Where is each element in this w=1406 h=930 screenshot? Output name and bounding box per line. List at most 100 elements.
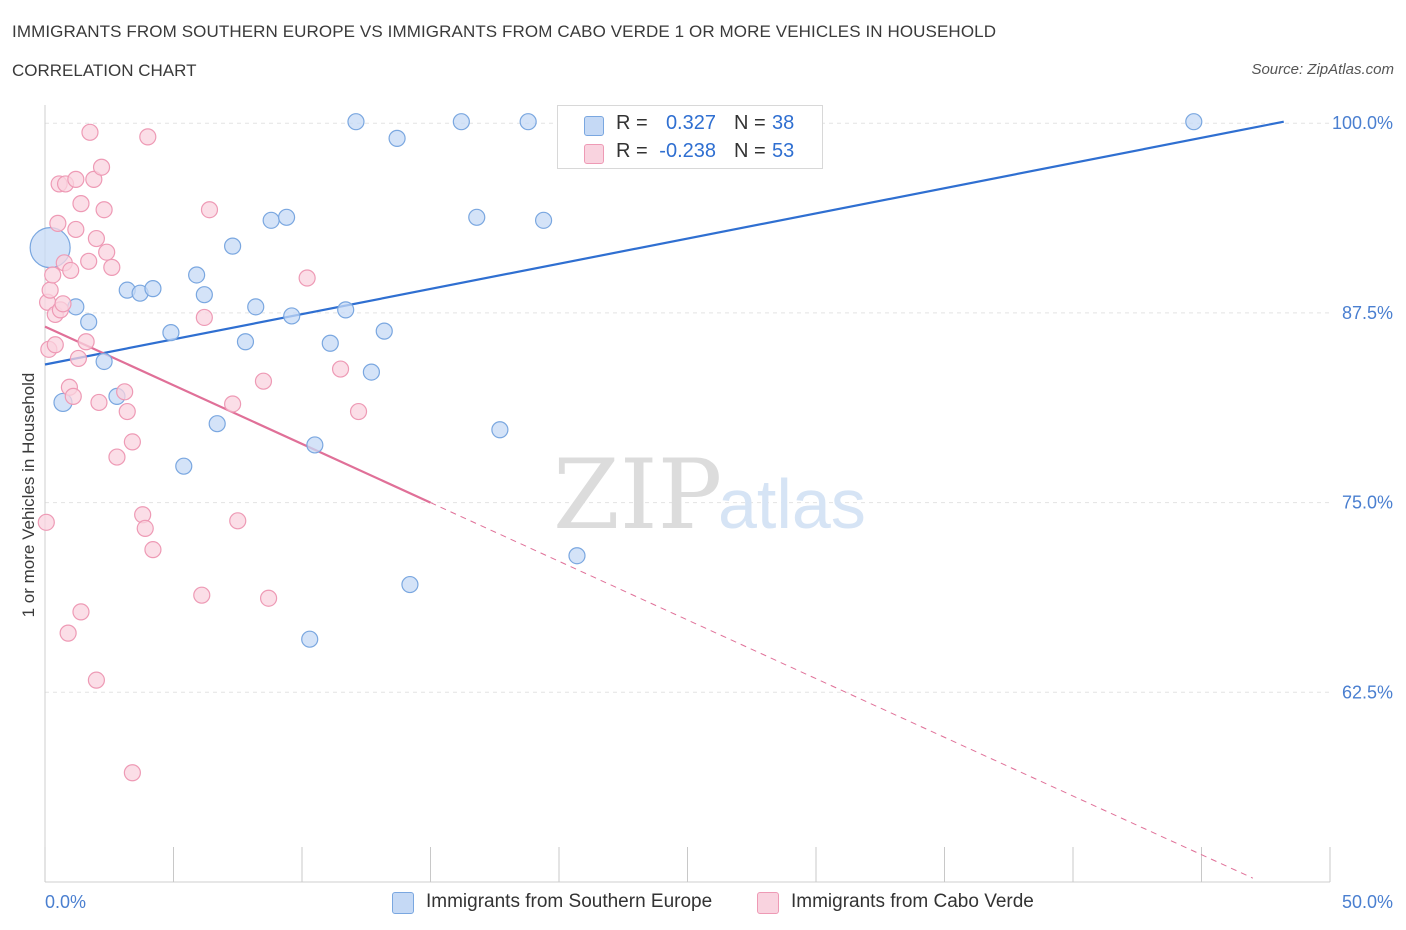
cabo-verde-point xyxy=(200,201,219,219)
cabo-verde-point xyxy=(54,295,72,313)
cabo-verde-point xyxy=(72,603,90,621)
southern-europe-point xyxy=(491,421,509,439)
bottom-legend-swatch-pink xyxy=(757,892,779,914)
y-axis-label: 1 or more Vehicles in Household xyxy=(19,373,38,618)
southern-europe-point xyxy=(568,547,586,565)
cabo-verde-point xyxy=(259,589,278,607)
bottom-legend-label: Immigrants from Southern Europe xyxy=(426,891,713,912)
southern-europe-point xyxy=(362,363,380,381)
cabo-verde-point xyxy=(77,333,95,351)
cabo-verde-point xyxy=(298,269,316,287)
cabo-verde-point xyxy=(116,383,134,401)
chart-subtitle: CORRELATION CHART xyxy=(12,61,197,80)
legend-r-label: R = xyxy=(616,112,648,134)
southern-europe-point xyxy=(301,630,319,648)
southern-europe-point xyxy=(195,286,213,304)
x-tick-label-max: 50.0% xyxy=(1342,892,1393,912)
southern-europe-point xyxy=(306,436,324,454)
cabo-verde-point xyxy=(69,349,88,368)
cabo-verde-point xyxy=(81,123,99,141)
southern-europe-point xyxy=(144,280,162,298)
southern-europe-point xyxy=(80,313,98,331)
legend-n-value: 38 xyxy=(772,112,795,134)
chart-source: Source: ZipAtlas.com xyxy=(1251,61,1394,78)
cabo-verde-point xyxy=(44,266,62,284)
cabo-verde-point xyxy=(123,433,141,451)
x-tick-label-min: 0.0% xyxy=(45,892,86,912)
cabo-verde-point xyxy=(59,624,77,642)
y-tick-label: 87.5% xyxy=(1342,303,1393,323)
southern-europe-point xyxy=(401,575,419,594)
cabo-verde-point xyxy=(64,387,82,405)
southern-europe-point xyxy=(224,237,242,255)
southern-europe-point xyxy=(277,208,296,226)
legend-n-label: N = xyxy=(734,112,766,134)
cabo-verde-point xyxy=(67,220,85,239)
cabo-verde-point xyxy=(103,258,121,276)
cabo-verde-point xyxy=(37,513,55,531)
southern-europe-point xyxy=(236,333,255,351)
chart-title: IMMIGRANTS FROM SOUTHERN EUROPE VS IMMIG… xyxy=(12,22,997,41)
cabo-verde-point xyxy=(193,586,211,604)
watermark-zip: ZIP xyxy=(553,439,722,551)
cabo-verde-point xyxy=(72,195,90,213)
label-layer: 100.0% 87.5% 75.0% 62.5% 0.0% 50.0% xyxy=(45,113,1393,912)
cabo-verde-point xyxy=(85,170,103,188)
cabo-verde-point xyxy=(118,402,136,421)
legend-row-southern-europe: R = 0.327 N = 38 xyxy=(558,110,822,138)
y-tick-label: 62.5% xyxy=(1342,682,1393,702)
southern-europe-point xyxy=(175,457,193,475)
cabo-verde-point xyxy=(95,201,113,219)
legend-n-label: N = xyxy=(734,140,766,162)
cabo-verde-point xyxy=(254,372,273,390)
legend-r-value: 0.327 xyxy=(665,112,716,134)
southern-europe-point xyxy=(162,324,180,342)
southern-europe-point xyxy=(95,352,113,371)
legend-swatch-pink xyxy=(584,144,604,164)
southern-europe-point xyxy=(208,415,226,433)
cabo-verde-point xyxy=(331,360,350,378)
bottom-legend-label: Immigrants from Cabo Verde xyxy=(791,891,1034,912)
southern-europe-point xyxy=(283,307,301,325)
cabo-verde-point xyxy=(224,395,242,413)
cabo-verde-point xyxy=(98,243,116,261)
southern-europe-point xyxy=(388,129,406,147)
y-tick-label: 75.0% xyxy=(1342,493,1393,513)
cabo-verde-point xyxy=(123,764,141,782)
southern-europe-point xyxy=(534,211,553,229)
southern-europe-point xyxy=(262,211,280,229)
southern-europe-point xyxy=(1185,113,1203,131)
cabo-verde-point xyxy=(92,158,111,176)
cabo-verde-point xyxy=(87,229,106,248)
cabo-verde-point xyxy=(144,541,162,559)
cabo-verde-point xyxy=(108,448,126,466)
cabo-verde-point xyxy=(87,671,106,689)
cabo-verde-point xyxy=(195,308,213,327)
legend-r-label: R = xyxy=(616,140,648,162)
southern-europe-point xyxy=(452,113,470,131)
southern-europe-point xyxy=(468,208,486,226)
southern-europe-trend-line xyxy=(44,120,1284,366)
southern-europe-point xyxy=(375,322,393,340)
legend-row-cabo-verde: R = -0.238 N = 53 xyxy=(558,138,822,166)
southern-europe-point xyxy=(247,298,265,316)
southern-europe-point xyxy=(337,301,355,319)
point-layer xyxy=(29,113,1203,782)
cabo-verde-point xyxy=(229,512,247,530)
watermark-atlas: atlas xyxy=(718,465,866,543)
southern-europe-point xyxy=(188,266,206,284)
y-tick-label: 100.0% xyxy=(1332,113,1393,133)
cabo-verde-point xyxy=(41,281,59,299)
legend-swatch-blue xyxy=(584,116,604,136)
cabo-verde-point xyxy=(136,519,154,538)
southern-europe-point xyxy=(321,334,339,352)
cabo-verde-point xyxy=(62,261,80,280)
cabo-verde-point xyxy=(49,214,67,232)
bottom-legend-swatch-blue xyxy=(392,892,414,914)
legend-r-value: -0.238 xyxy=(659,140,716,162)
cabo-verde-point xyxy=(349,402,368,421)
southern-europe-point xyxy=(519,113,537,131)
cabo-verde-point xyxy=(139,128,157,146)
cabo-verde-point xyxy=(67,170,85,188)
cabo-verde-trend-line-extension xyxy=(430,502,1254,879)
